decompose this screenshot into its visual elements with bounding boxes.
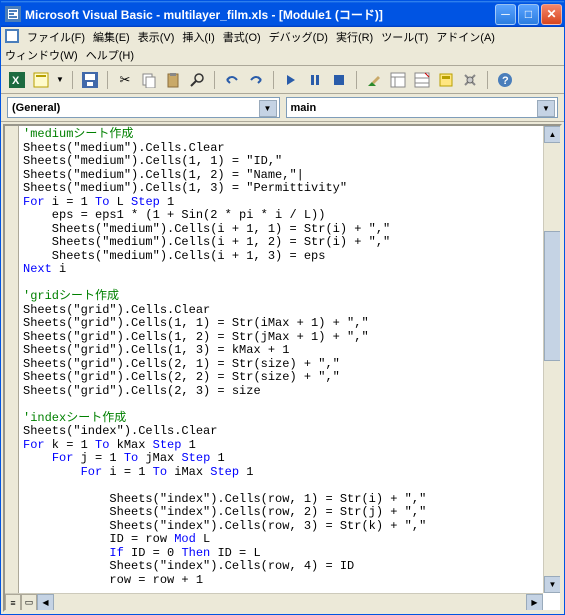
redo-icon[interactable] [246, 70, 266, 90]
menu-debug[interactable]: デバッグ(D) [269, 29, 328, 45]
scroll-down-icon[interactable]: ▼ [544, 576, 561, 593]
code-dropdowns: (General) main [1, 94, 564, 122]
separator [107, 71, 108, 89]
menu-edit[interactable]: 編集(E) [93, 29, 130, 45]
object-dropdown-value: (General) [12, 102, 60, 114]
copy-icon[interactable] [139, 70, 159, 90]
help-icon[interactable]: ? [495, 70, 515, 90]
menu-insert[interactable]: 挿入(I) [182, 29, 214, 45]
save-icon[interactable] [80, 70, 100, 90]
menu-run[interactable]: 実行(R) [336, 29, 373, 45]
vbe-window: Microsoft Visual Basic - multilayer_film… [0, 0, 565, 615]
find-icon[interactable] [187, 70, 207, 90]
menu-help[interactable]: ヘルプ(H) [86, 47, 134, 63]
separator [487, 71, 488, 89]
vertical-scrollbar[interactable]: ▲ ▼ [543, 126, 560, 593]
object-dropdown[interactable]: (General) [7, 97, 280, 118]
properties-icon[interactable] [412, 70, 432, 90]
run-icon[interactable] [281, 70, 301, 90]
title-text: Microsoft Visual Basic - multilayer_film… [25, 6, 495, 23]
full-view-icon[interactable]: ▭ [21, 594, 37, 611]
scroll-left-icon[interactable]: ◀ [37, 594, 54, 611]
svg-text:?: ? [502, 75, 509, 87]
procedure-dropdown-value: main [291, 102, 317, 114]
separator [72, 71, 73, 89]
menu-addins[interactable]: アドイン(A) [436, 29, 495, 45]
menu-file[interactable]: ファイル(F) [27, 29, 85, 45]
maximize-button[interactable]: □ [518, 4, 539, 25]
menu-tools[interactable]: ツール(T) [381, 29, 428, 45]
minimize-button[interactable]: ─ [495, 4, 516, 25]
menubar: ファイル(F) 編集(E) 表示(V) 挿入(I) 書式(O) デバッグ(D) … [1, 27, 564, 66]
scroll-up-icon[interactable]: ▲ [544, 126, 561, 143]
insert-module-icon[interactable] [31, 70, 51, 90]
procedure-dropdown[interactable]: main [286, 97, 559, 118]
horizontal-scrollbar[interactable]: ≡ ▭ ◀ ▶ [5, 593, 543, 610]
menu-format[interactable]: 書式(O) [223, 29, 261, 45]
paste-icon[interactable] [163, 70, 183, 90]
menu-window[interactable]: ウィンドウ(W) [5, 47, 78, 63]
undo-icon[interactable] [222, 70, 242, 90]
vb-icon [5, 6, 21, 22]
dropdown-arrow-icon[interactable]: ▼ [55, 70, 65, 90]
toolbox-icon[interactable] [460, 70, 480, 90]
separator [273, 71, 274, 89]
scroll-right-icon[interactable]: ▶ [526, 594, 543, 611]
titlebar[interactable]: Microsoft Visual Basic - multilayer_film… [1, 1, 564, 27]
design-mode-icon[interactable] [364, 70, 384, 90]
scroll-track[interactable] [54, 594, 526, 610]
margin [5, 126, 19, 610]
object-browser-icon[interactable] [436, 70, 456, 90]
cut-icon[interactable]: ✂ [115, 70, 135, 90]
close-button[interactable]: ✕ [541, 4, 562, 25]
stop-icon[interactable] [329, 70, 349, 90]
excel-icon[interactable]: X [7, 70, 27, 90]
code-editor[interactable]: 'mediumシート作成 Sheets("medium").Cells.Clea… [19, 126, 543, 593]
pause-icon[interactable] [305, 70, 325, 90]
separator [356, 71, 357, 89]
mdi-icon [5, 29, 19, 43]
project-explorer-icon[interactable] [388, 70, 408, 90]
menu-view[interactable]: 表示(V) [138, 29, 175, 45]
window-buttons: ─ □ ✕ [495, 4, 562, 25]
svg-text:X: X [12, 75, 20, 87]
separator [214, 71, 215, 89]
toolbar: X ▼ ✂ ? [1, 66, 564, 94]
proc-view-icon[interactable]: ≡ [5, 594, 21, 611]
scroll-thumb[interactable] [544, 231, 561, 361]
code-pane: 'mediumシート作成 Sheets("medium").Cells.Clea… [3, 124, 562, 612]
